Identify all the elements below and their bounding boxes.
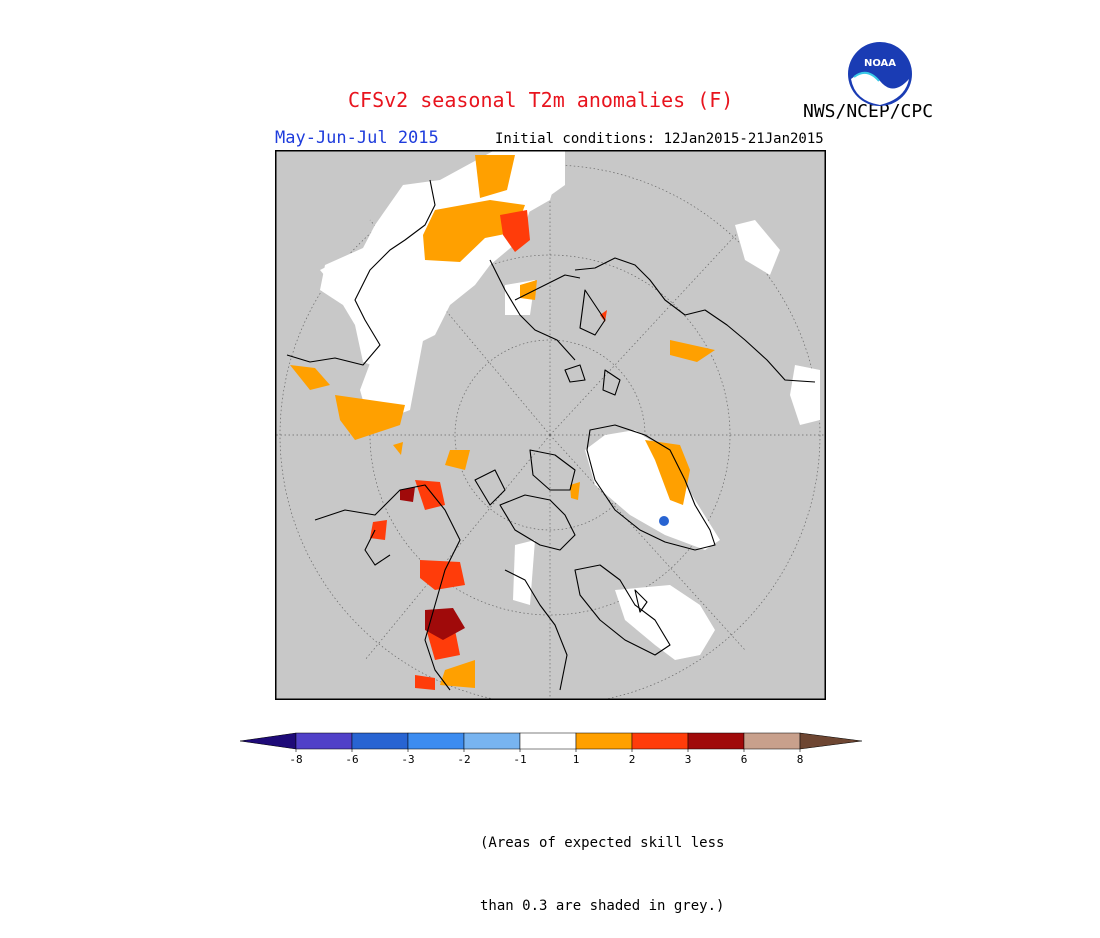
colorbar-bin [743,732,801,750]
colorbar-bin [351,732,409,750]
colorbar-tick-label: 6 [741,753,748,766]
colorbar-tick-label: -3 [401,753,414,766]
map-frame [275,150,826,700]
colorbar-lower-extension [239,732,297,750]
noaa-logo-icon: NOAA [848,42,912,106]
colorbar-tick-label: -2 [457,753,470,766]
skill-note-line-1: (Areas of expected skill less [480,835,725,851]
initial-conditions-label: Initial conditions: 12Jan2015-21Jan2015 [495,131,824,147]
colorbar-tick-label: 3 [685,753,692,766]
colorbar-bin [687,732,745,750]
cold-anomaly-spot [659,516,669,526]
agency-label: NWS/NCEP/CPC [803,101,934,122]
colorbar-upper-extension [799,732,862,750]
colorbar-tick-label: -8 [289,753,302,766]
season-label: May-Jun-Jul 2015 [275,128,439,148]
colorbar: -8 -6 -3 -2 -1 1 2 3 6 8 [239,732,862,766]
colorbar-tick-label: -6 [345,753,358,766]
anomaly-map [275,150,826,700]
colorbar-bin [631,732,689,750]
colorbar-bin [463,732,521,750]
skill-note: (Areas of expected skill less than 0.3 a… [480,791,724,938]
colorbar-tick-label: -1 [513,753,526,766]
colorbar-bin [519,732,577,750]
colorbar-tick-label: 1 [573,753,580,766]
colorbar-tick-label: 8 [797,753,804,766]
colorbar-tick-label: 2 [629,753,636,766]
logo-text: NOAA [864,58,896,69]
warm-anomaly-3-6 [400,487,465,640]
coastlines [286,179,816,691]
colorbar-bin [295,732,353,750]
skill-note-line-2: than 0.3 are shaded in grey.) [480,898,725,914]
colorbar-bin [575,732,633,750]
map-title: CFSv2 seasonal T2m anomalies (F) [348,88,734,112]
colorbar-bin [407,732,465,750]
